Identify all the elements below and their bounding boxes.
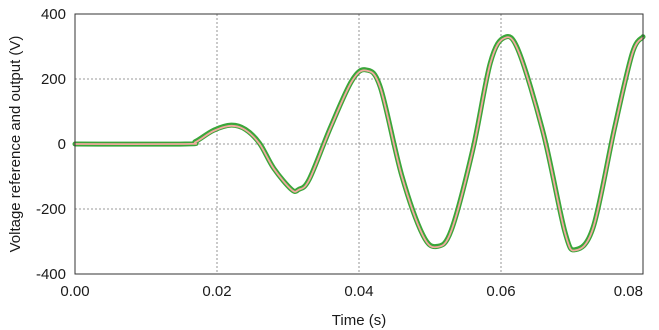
y-tick-labels: 400 200 0 -200 -400 bbox=[36, 6, 66, 283]
x-axis-label: Time (s) bbox=[332, 312, 386, 329]
x-tick-label: 0.06 bbox=[486, 283, 515, 300]
reference-voltage-line bbox=[74, 36, 644, 252]
x-tick-label: 0.08 bbox=[614, 283, 643, 300]
x-tick-label: 0.00 bbox=[60, 283, 89, 300]
x-tick-label: 0.04 bbox=[344, 283, 373, 300]
plot-frame bbox=[74, 13, 644, 275]
y-tick-label: -400 bbox=[36, 266, 66, 283]
x-tick-label: 0.02 bbox=[202, 283, 231, 300]
y-tick-label: 400 bbox=[41, 6, 66, 23]
y-axis-label: Voltage reference and output (V) bbox=[7, 36, 24, 253]
series-group bbox=[72, 34, 646, 253]
y-tick-label: 0 bbox=[58, 136, 66, 153]
x-tick-labels: 0.00 0.02 0.04 0.06 0.08 bbox=[60, 283, 643, 300]
y-tick-label: -200 bbox=[36, 201, 66, 218]
y-tick-label: 200 bbox=[41, 71, 66, 88]
